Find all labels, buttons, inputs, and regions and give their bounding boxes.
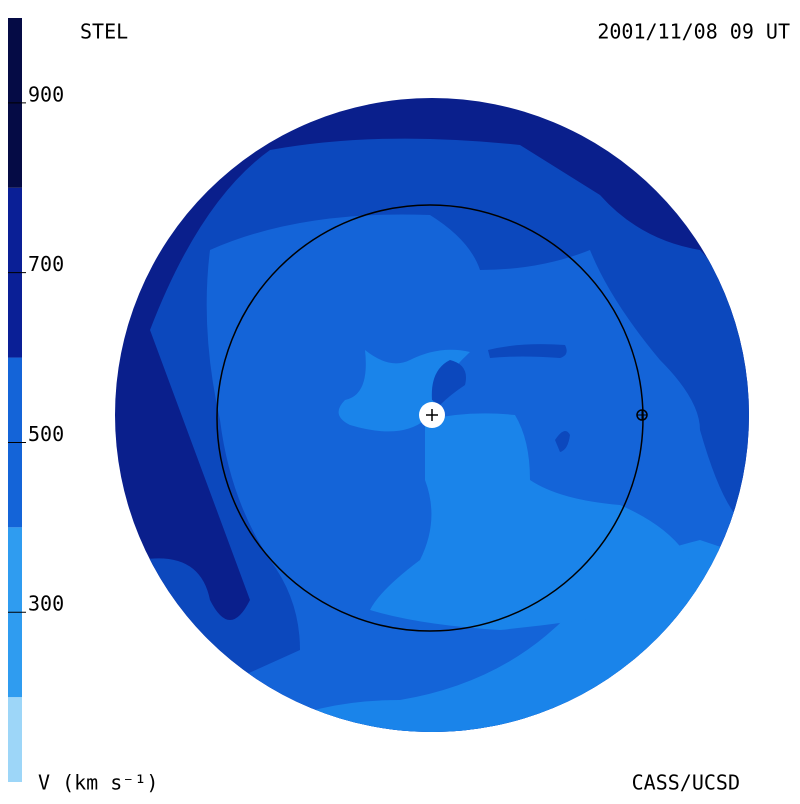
footer-right: CASS/UCSD (632, 771, 740, 795)
colorbar-tick-label: 500 (28, 422, 64, 446)
colorbar-band (8, 697, 22, 782)
colorbar-tick-label: 700 (28, 252, 64, 276)
colorbar-tick-label: 300 (28, 592, 64, 616)
colorbar-tick-label: 900 (28, 82, 64, 106)
earth-orbit (216, 204, 644, 632)
header-left: STEL (80, 20, 128, 44)
sun-marker (419, 402, 445, 428)
header-right: 2001/11/08 09 UT (597, 20, 790, 44)
colorbar: 300 500 700 900 (8, 18, 64, 782)
earth-marker (636, 409, 648, 421)
footer-left: V (km s⁻¹) (38, 771, 158, 795)
